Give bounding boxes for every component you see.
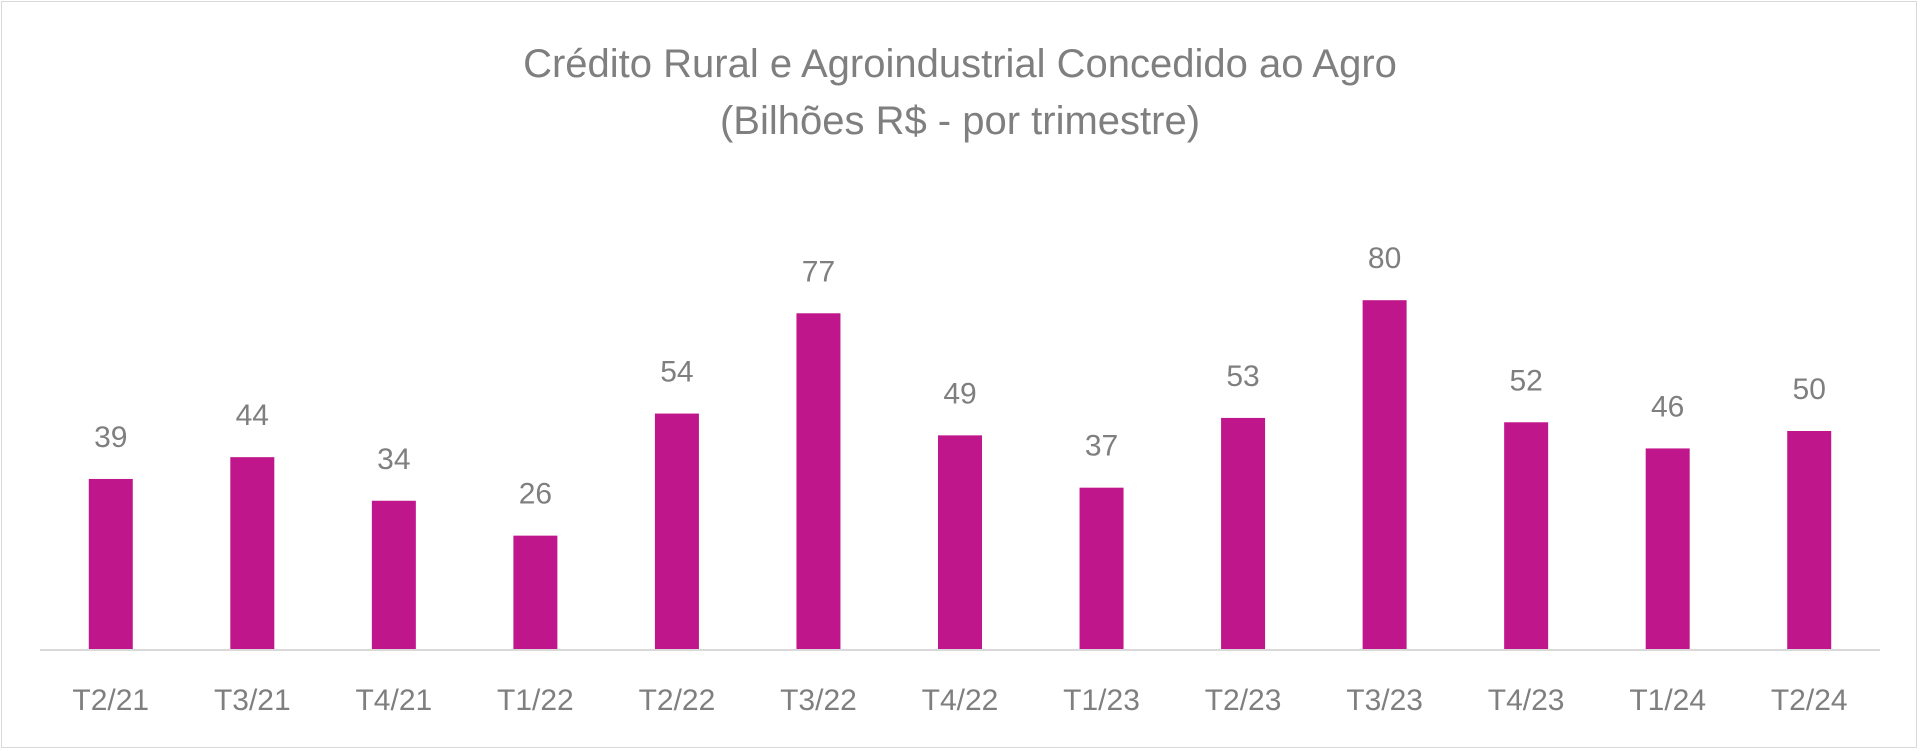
bar-t3-23 — [1362, 300, 1407, 649]
bar-t4-22 — [938, 435, 982, 649]
data-label-t3-22: 77 — [802, 255, 835, 288]
bar-t3-21 — [230, 457, 275, 649]
bar-t4-21 — [371, 500, 416, 649]
bar-t2-23 — [1221, 417, 1266, 649]
bar-t1-23 — [1079, 487, 1124, 649]
data-label-t2-23: 53 — [1226, 360, 1259, 393]
x-tick-label-t3-22: T3/22 — [780, 684, 857, 717]
x-tick-label-t1-22: T1/22 — [497, 684, 574, 717]
x-tick-label-t3-23: T3/23 — [1346, 684, 1423, 717]
data-label-t4-22: 49 — [943, 377, 976, 410]
data-label-t4-21: 34 — [377, 443, 410, 476]
data-label-t1-24: 46 — [1651, 390, 1684, 423]
bar-t1-24 — [1645, 448, 1690, 649]
data-label-t3-21: 44 — [236, 399, 269, 432]
data-label-t1-22: 26 — [519, 478, 552, 511]
data-label-t3-23: 80 — [1368, 242, 1401, 275]
x-tick-label-t4-22: T4/22 — [922, 684, 999, 717]
x-tick-label-t3-21: T3/21 — [214, 684, 291, 717]
bar-t2-24 — [1787, 431, 1832, 649]
x-tick-label-t4-21: T4/21 — [355, 684, 432, 717]
x-axis-ticks-group: T2/21 T3/21 T4/21 T1/22 T2/22 T3/22 T4/22 T1/23… — [72, 684, 1847, 717]
chart-title: Crédito Rural e Agroindustrial Concedido… — [523, 42, 1397, 86]
bar-t2-22 — [654, 413, 699, 649]
bar-t3-22 — [796, 313, 841, 649]
x-tick-label-t1-24: T1/24 — [1629, 684, 1706, 717]
data-labels-group: 39 44 34 26 54 77 49 37 53 80 52 46 50 — [94, 242, 1826, 510]
x-tick-label-t1-23: T1/23 — [1063, 684, 1140, 717]
chart-subtitle: (Bilhões R$ - por trimestre) — [720, 99, 1200, 143]
x-tick-label-t2-22: T2/22 — [639, 684, 716, 717]
bar-t4-23 — [1504, 422, 1549, 649]
bars-group — [88, 300, 1832, 649]
data-label-t2-21: 39 — [94, 421, 127, 454]
data-label-t2-24: 50 — [1793, 373, 1826, 406]
data-label-t1-23: 37 — [1085, 430, 1118, 463]
x-tick-label-t4-23: T4/23 — [1488, 684, 1565, 717]
x-tick-label-t2-21: T2/21 — [72, 684, 149, 717]
bar-t1-22 — [513, 535, 558, 649]
data-label-t2-22: 54 — [660, 356, 693, 389]
data-label-t4-23: 52 — [1509, 364, 1542, 397]
x-tick-label-t2-23: T2/23 — [1205, 684, 1282, 717]
bar-t2-21 — [88, 478, 133, 649]
x-tick-label-t2-24: T2/24 — [1771, 684, 1848, 717]
